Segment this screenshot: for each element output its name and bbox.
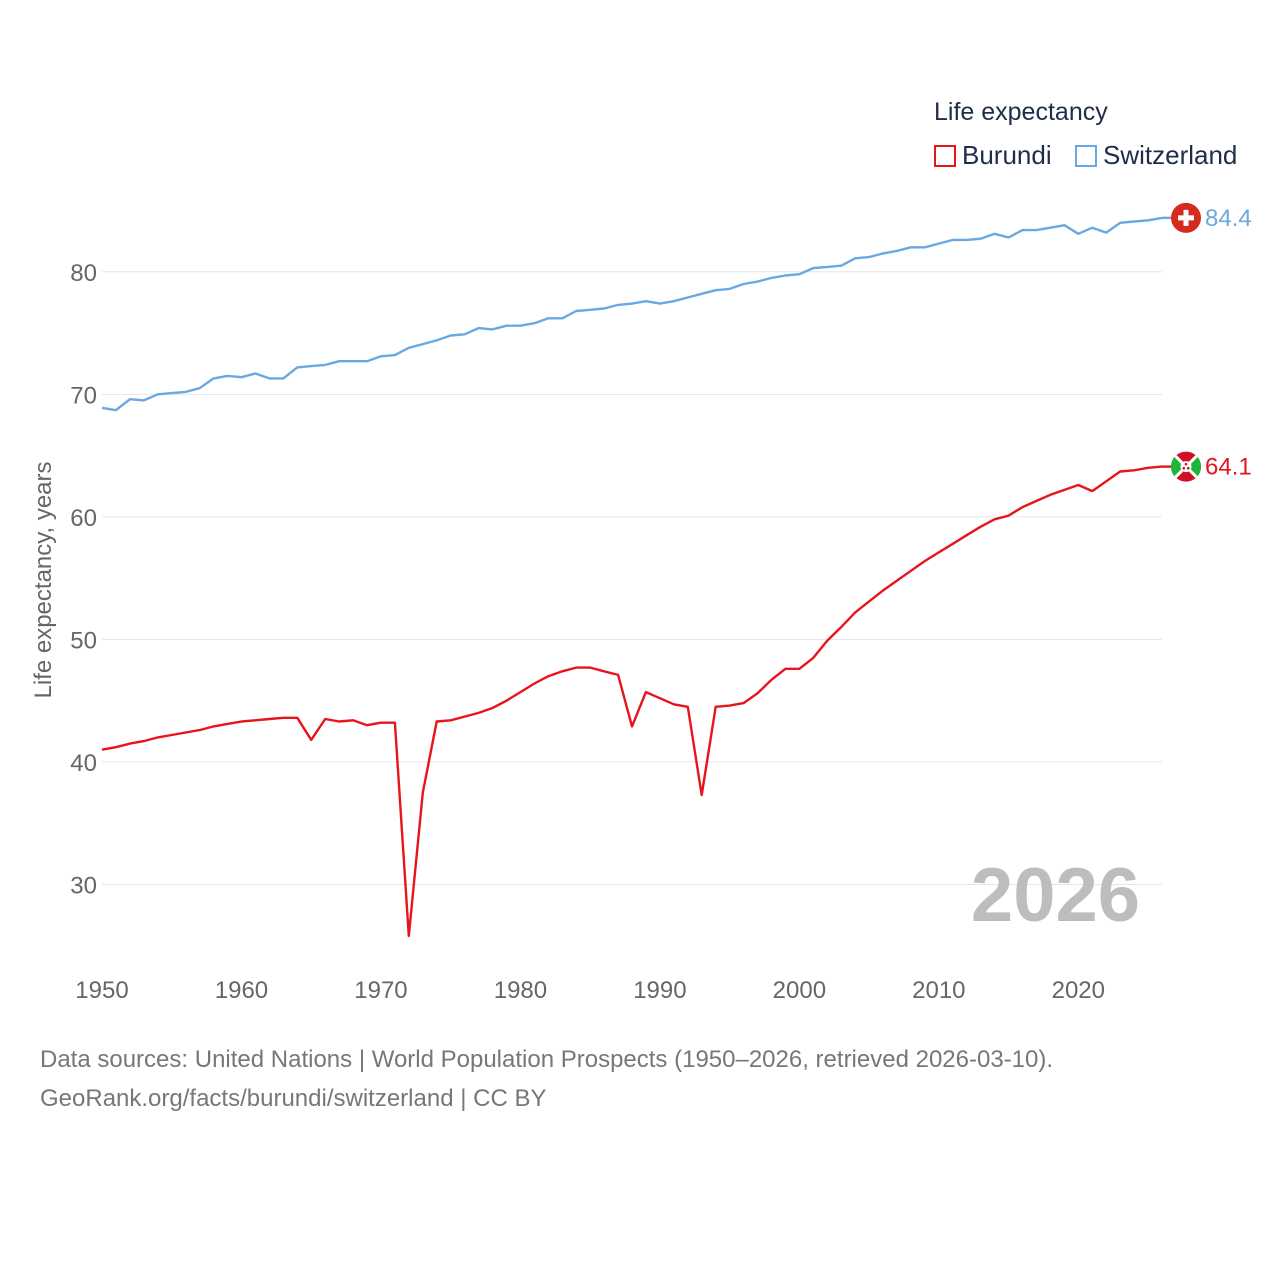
burundi-flag-green-right [1186,456,1201,478]
y-axis-label: Life expectancy, years [30,461,57,698]
burundi-flag-star-2 [1182,466,1186,470]
x-tick-label-1990: 1990 [633,977,686,1004]
burundi-flag-star-3 [1186,466,1190,470]
x-tick-label-2020: 2020 [1052,977,1105,1004]
legend-item-burundi[interactable]: Burundi [934,140,1052,171]
burundi-flag-green-left [1171,456,1186,478]
y-tick-label-50: 50 [70,627,97,654]
footer-credit: GeoRank.org/facts/burundi/switzerland | … [40,1085,547,1112]
y-tick-label-80: 80 [70,260,97,287]
year-label: 2026 [971,853,1140,938]
end-label-burundi: 64.1 [1205,454,1252,481]
x-tick-label-1960: 1960 [215,977,268,1004]
x-tick-label-1970: 1970 [354,977,407,1004]
legend-item-switzerland[interactable]: Switzerland [1075,140,1237,171]
legend-label-burundi: Burundi [962,140,1052,170]
y-tick-label-70: 70 [70,382,97,409]
legend-swatch-switzerland [1075,144,1097,167]
x-tick-label-1950: 1950 [75,977,128,1004]
y-tick-label-60: 60 [70,505,97,532]
end-label-switzerland: 84.4 [1205,205,1252,232]
legend-label-switzerland: Switzerland [1103,140,1238,170]
series-line-burundi [101,465,1163,938]
burundi-flag-star-1 [1184,462,1188,466]
legend-swatch-burundi [934,144,956,167]
footer-sources: Data sources: United Nations | World Pop… [40,1046,1054,1073]
legend-title: Life expectancy [934,98,1108,126]
x-tick-label-2010: 2010 [912,977,965,1004]
series-line-switzerland [101,216,1163,412]
x-tick-label-2000: 2000 [773,977,826,1004]
burundi-flag-disc [1180,461,1192,473]
switzerland-flag-cross-h [1178,215,1194,221]
y-tick-label-30: 30 [70,872,97,899]
x-tick-label-1980: 1980 [494,977,547,1004]
y-tick-label-40: 40 [70,750,97,777]
